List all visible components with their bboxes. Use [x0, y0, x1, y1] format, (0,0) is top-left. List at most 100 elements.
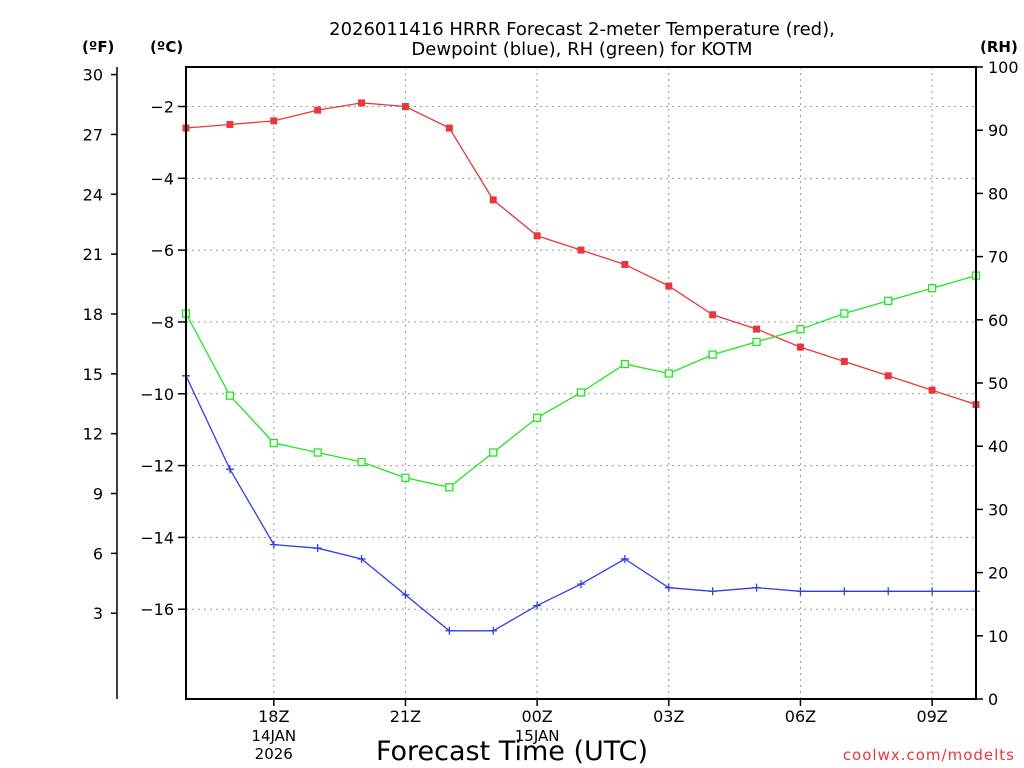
x-tick-label: 06Z [785, 707, 816, 726]
dewpoint-point [357, 554, 366, 563]
celsius-tick-label: −4 [150, 169, 174, 188]
temperature-point [621, 261, 629, 268]
temperature-point [796, 343, 804, 351]
fahrenheit-axis: 3 6 9 12 15 18 21 24 27 30 [83, 66, 117, 623]
relative-humidity-point [708, 350, 717, 359]
rh-tick-label: 50 [988, 374, 1008, 393]
temperature-point [577, 246, 585, 254]
fahrenheit-tick-label: 30 [83, 66, 103, 85]
rh-tick-label: 60 [988, 311, 1008, 330]
temperature-point [270, 117, 278, 125]
dewpoint-point [752, 583, 761, 592]
celsius-tick-label: −14 [140, 528, 174, 547]
rh-tick-label: 90 [988, 121, 1008, 140]
relative-humidity-point [357, 457, 366, 467]
rh-tick-label: 30 [988, 500, 1008, 519]
relative-humidity-point [576, 388, 586, 397]
x-tick-label: 03Z [653, 707, 684, 726]
dewpoint-point [664, 583, 673, 592]
celsius-tick-label: −2 [150, 98, 174, 117]
relative-humidity-point [884, 296, 893, 305]
dewpoint-point [708, 587, 717, 596]
celsius-unit-label: (ºC) [150, 38, 183, 56]
rh-tick-label: 20 [988, 564, 1008, 583]
fahrenheit-tick-label: 9 [93, 485, 103, 504]
fahrenheit-tick-label: 27 [83, 125, 103, 144]
rh-tick-label: 80 [988, 184, 1008, 203]
relative-humidity-point [796, 325, 805, 334]
dewpoint-point [884, 587, 893, 596]
rh-tick-label: 10 [988, 627, 1008, 646]
relative-humidity-point [620, 359, 630, 369]
temperature-point [358, 99, 366, 107]
fahrenheit-tick-label: 6 [93, 544, 103, 563]
temperature-point [489, 196, 497, 204]
dewpoint-point [840, 587, 849, 596]
x-tick-label: 18Z [258, 707, 289, 726]
temperature-point [445, 124, 453, 132]
dewpoint-point [269, 540, 278, 549]
dewpoint-point [928, 587, 937, 596]
dewpoint-point [445, 626, 454, 635]
fahrenheit-unit-label: (ºF) [82, 38, 114, 56]
temperature-point [533, 232, 541, 240]
x-tick-label: 00Z [521, 707, 552, 726]
x-tick-label: 21Z [390, 707, 421, 726]
temperature-point [665, 282, 673, 290]
rh-unit-label: (RH) [980, 38, 1018, 56]
x-date-label: 2026 [255, 745, 293, 763]
fahrenheit-tick-label: 24 [83, 185, 103, 204]
chart-title-line-2: Dewpoint (blue), RH (green) for KOTM [411, 39, 752, 60]
dewpoint-point [313, 544, 322, 553]
rh-tick-label: 100 [988, 58, 1019, 77]
celsius-axis: −16 −14 −12 −10 −8 −6 −4 −2 [140, 98, 186, 619]
celsius-tick-label: −10 [140, 385, 174, 404]
grid-lines [186, 67, 976, 699]
dewpoint-point [533, 601, 542, 610]
plot-frame [185, 66, 977, 700]
relative-humidity-point [269, 438, 278, 448]
relative-humidity-point [489, 448, 498, 457]
celsius-tick-label: −6 [150, 241, 174, 260]
temperature-point [840, 357, 848, 365]
relative-humidity-point [313, 448, 322, 457]
relative-humidity-point [927, 284, 937, 293]
fahrenheit-tick-label: 21 [83, 245, 103, 264]
x-tick-label: 09Z [916, 707, 947, 726]
temperature-point [314, 106, 322, 114]
dewpoint-point [489, 626, 498, 635]
relative-humidity-point [225, 391, 235, 400]
x-date-label: 14JAN [251, 727, 296, 745]
relative-humidity-point [532, 413, 542, 422]
relative-humidity-point [664, 369, 673, 378]
data-series [181, 99, 981, 635]
temperature-point [401, 103, 409, 110]
temperature-point [226, 120, 234, 128]
rh-tick-label: 40 [988, 437, 1008, 456]
dewpoint-point [620, 554, 629, 563]
dewpoint-point [225, 465, 234, 474]
x-axis-label: Forecast Time (UTC) [376, 736, 648, 767]
relative-humidity-point [401, 473, 410, 482]
relative-humidity-line [185, 274, 977, 489]
temperature-line [185, 102, 977, 406]
temperature-point [884, 372, 892, 380]
temperature-point [928, 386, 936, 394]
relative-humidity-point [752, 337, 761, 347]
rh-tick-label: 0 [988, 690, 998, 709]
celsius-tick-label: −8 [150, 313, 174, 332]
fahrenheit-tick-label: 18 [83, 305, 103, 324]
rh-tick-label: 70 [988, 248, 1008, 267]
relative-humidity-point [445, 483, 454, 492]
temperature-point [709, 311, 717, 319]
temperature-point [753, 325, 761, 333]
x-date-label: 15JAN [515, 727, 560, 745]
celsius-tick-label: −12 [140, 457, 174, 476]
dewpoint-point [401, 590, 410, 599]
credit-text: coolwx.com/modelts [843, 746, 1015, 764]
celsius-tick-label: −16 [140, 600, 174, 619]
dewpoint-line [185, 375, 976, 632]
fahrenheit-tick-label: 12 [83, 425, 103, 444]
